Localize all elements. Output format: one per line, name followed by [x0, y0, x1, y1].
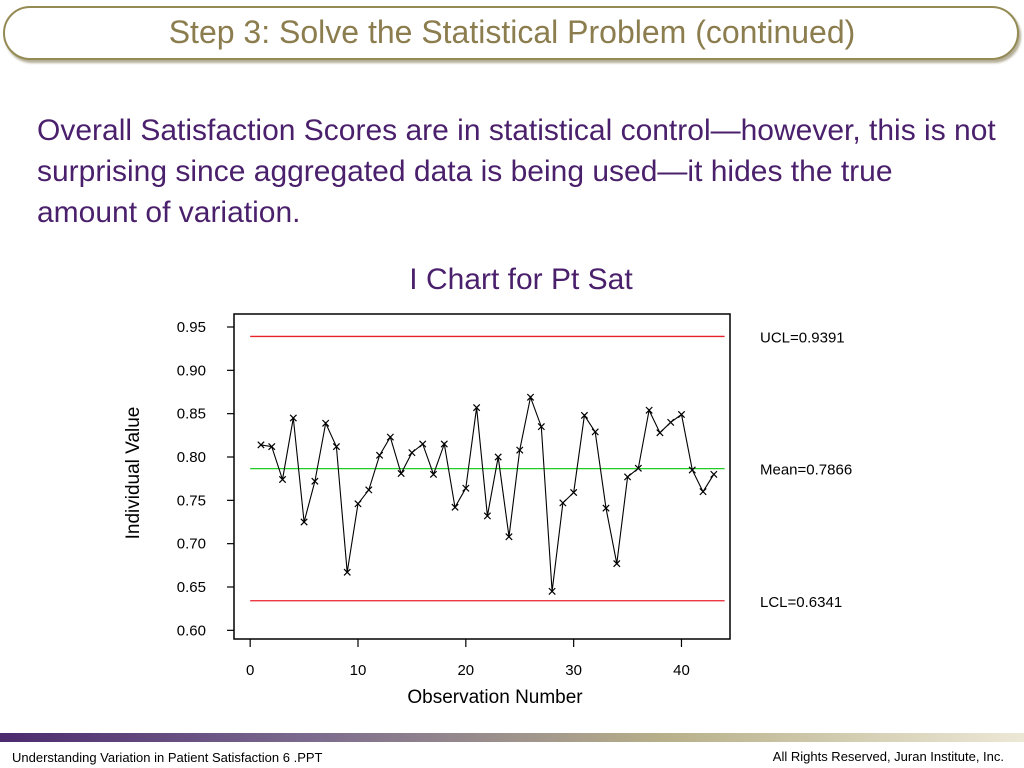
x-tick-label: 10: [350, 662, 367, 679]
data-point: [688, 466, 696, 474]
data-point: [289, 414, 297, 422]
footer-left-text: Understanding Variation in Patient Satis…: [12, 750, 323, 765]
data-point: [494, 453, 502, 461]
data-point: [300, 518, 308, 526]
data-point: [375, 451, 384, 459]
data-point: [537, 423, 545, 431]
reference-line-label: Mean=0.7866: [760, 462, 852, 479]
reference-line-label: LCL=0.6341: [760, 594, 842, 611]
data-point: [268, 442, 276, 451]
y-axis-label: Individual Value: [123, 407, 144, 540]
data-point: [472, 403, 481, 412]
data-point: [322, 419, 330, 427]
y-axis: 0.60 0.65 0.70 0.75 0.80 0.85 0.90 0.95: [177, 319, 234, 639]
data-point: [526, 393, 535, 401]
data-point: [580, 411, 589, 420]
data-point: [548, 587, 556, 595]
x-tick-label: 30: [565, 662, 582, 679]
y-tick-label: 0.95: [177, 319, 206, 336]
data-point: [602, 504, 610, 512]
slide-title: Step 3: Solve the Statistical Problem (c…: [168, 14, 856, 50]
control-limits: UCL=0.9391 Mean=0.7866 LCL=0.6341: [250, 329, 852, 611]
reference-line-label: UCL=0.9391: [760, 329, 845, 346]
x-tick-label: 20: [457, 662, 474, 679]
y-tick-label: 0.65: [177, 579, 206, 596]
data-point: [278, 475, 287, 484]
data-point: [257, 441, 265, 449]
plot-frame: [233, 313, 731, 640]
data-point: [343, 568, 351, 576]
data-point: [667, 418, 675, 426]
footer-right-text: All Rights Reserved, Juran Institute, In…: [772, 749, 1004, 764]
y-tick-label: 0.75: [177, 492, 206, 509]
data-point: [429, 470, 438, 478]
y-tick-label: 0.60: [177, 622, 206, 639]
data-point: [386, 433, 394, 441]
data-point: [397, 469, 405, 478]
data-point: [634, 464, 642, 472]
data-point: [419, 440, 427, 448]
data-point: [710, 470, 718, 478]
data-point: [440, 440, 448, 448]
title-banner: [3, 6, 1019, 60]
data-point: [332, 442, 341, 451]
data-point: [505, 533, 513, 541]
y-tick-label: 0.85: [177, 406, 206, 423]
data-point: [645, 406, 653, 414]
data-point: [656, 429, 664, 437]
data-point: [408, 449, 416, 457]
x-axis-label: Observation Number: [407, 687, 583, 708]
x-tick-label: 40: [673, 662, 690, 679]
data-point: [365, 486, 373, 494]
data-point: [591, 428, 599, 436]
data-point: [462, 484, 470, 492]
y-tick-label: 0.80: [177, 449, 206, 466]
footer-bar: [0, 733, 1024, 742]
y-tick-label: 0.90: [177, 362, 206, 379]
data-point: [623, 473, 632, 481]
chart-title: I Chart for Pt Sat: [409, 263, 633, 296]
y-tick-label: 0.70: [177, 536, 206, 553]
data-point: [483, 512, 492, 520]
slide-body-text: Overall Satisfaction Scores are in stati…: [37, 114, 996, 229]
data-point: [451, 503, 459, 511]
data-point: [613, 559, 621, 568]
data-point: [699, 488, 707, 496]
data-point: [311, 477, 319, 485]
data-point: [677, 410, 686, 419]
data-point: [570, 488, 578, 497]
x-axis: 0 10 20 30 40: [246, 639, 690, 679]
data-point: [516, 446, 524, 454]
data-series: [257, 393, 718, 595]
data-point: [354, 500, 362, 508]
data-point: [559, 499, 567, 507]
x-tick-label: 0: [246, 662, 254, 679]
